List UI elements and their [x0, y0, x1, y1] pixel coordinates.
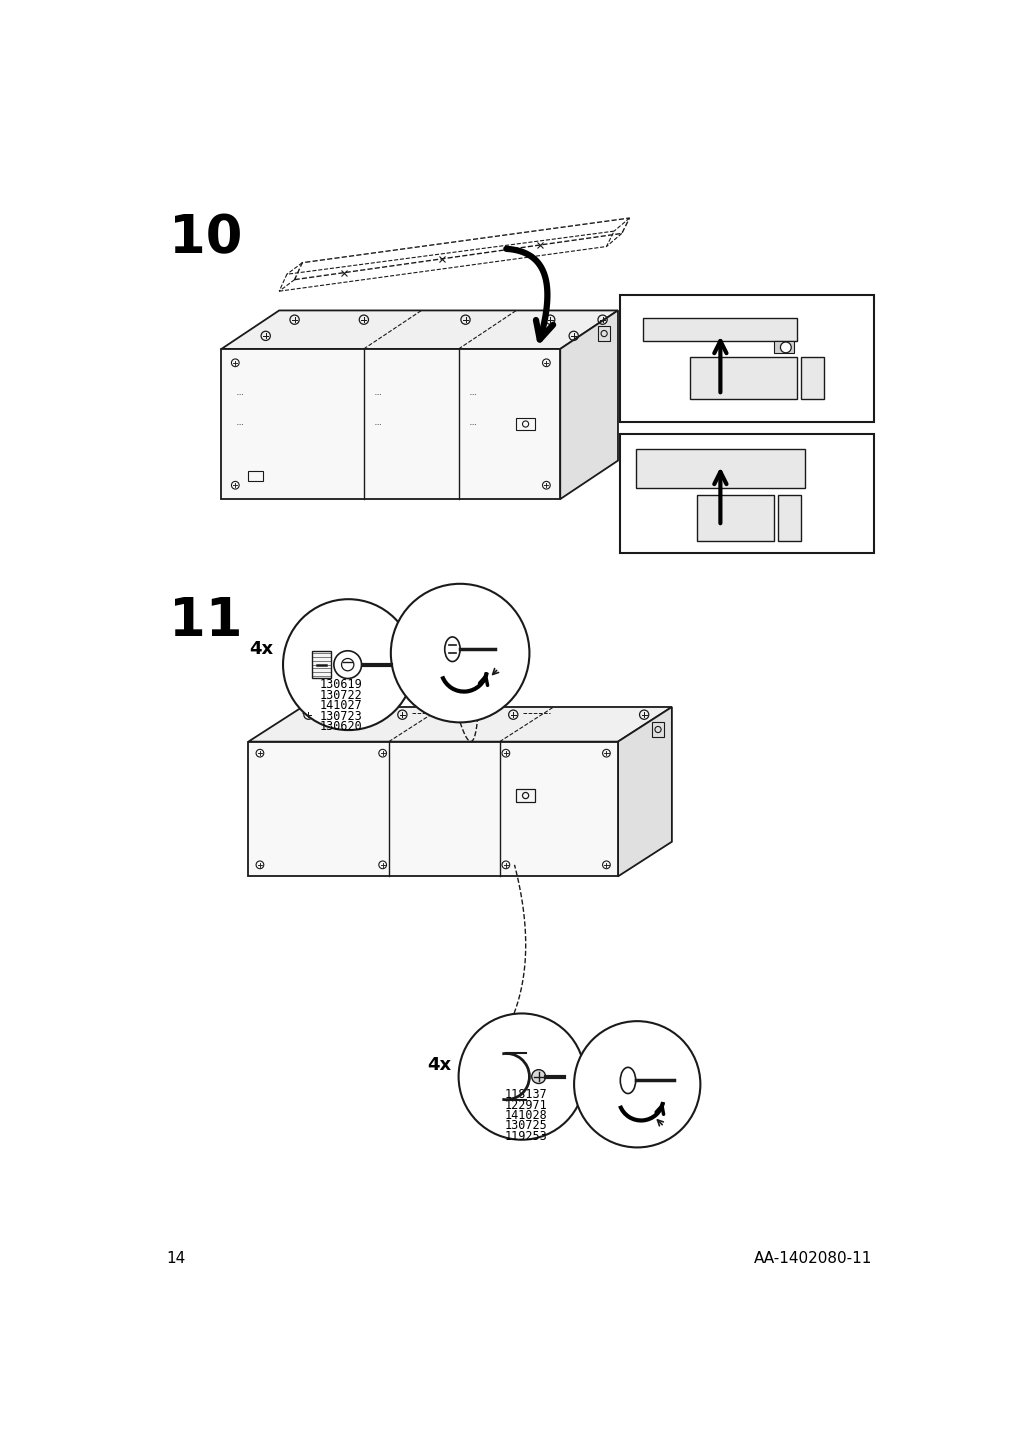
Polygon shape	[777, 495, 801, 541]
Text: 119253: 119253	[503, 1130, 546, 1143]
Polygon shape	[697, 495, 773, 541]
Text: 4x: 4x	[250, 640, 274, 659]
Circle shape	[283, 599, 413, 730]
Text: 122971: 122971	[503, 1098, 546, 1111]
Circle shape	[334, 650, 361, 679]
Text: 4x: 4x	[427, 1055, 451, 1074]
Text: AA-1402080-11: AA-1402080-11	[753, 1252, 871, 1266]
Text: 11: 11	[169, 596, 243, 647]
Text: 130725: 130725	[503, 1120, 546, 1133]
Circle shape	[573, 1021, 700, 1147]
Polygon shape	[248, 707, 671, 742]
Text: 130723: 130723	[319, 710, 362, 723]
Polygon shape	[248, 742, 618, 876]
Polygon shape	[312, 650, 331, 679]
Text: 118137: 118137	[503, 1088, 546, 1101]
Polygon shape	[635, 450, 805, 487]
Text: 141028: 141028	[503, 1108, 546, 1121]
Circle shape	[531, 1070, 545, 1084]
Text: 130722: 130722	[319, 689, 362, 702]
Text: 130619: 130619	[319, 679, 362, 692]
Text: 10: 10	[169, 212, 243, 263]
Ellipse shape	[444, 637, 460, 662]
Polygon shape	[560, 311, 618, 500]
Polygon shape	[801, 357, 824, 400]
Polygon shape	[688, 357, 797, 400]
Polygon shape	[620, 295, 874, 422]
Circle shape	[779, 342, 791, 352]
Text: 130620: 130620	[319, 720, 362, 733]
Circle shape	[458, 1014, 584, 1140]
Polygon shape	[221, 349, 560, 500]
Text: 14: 14	[166, 1252, 185, 1266]
Polygon shape	[620, 434, 874, 553]
Text: 141027: 141027	[319, 699, 362, 712]
Polygon shape	[773, 341, 793, 352]
Circle shape	[390, 584, 529, 722]
Polygon shape	[618, 707, 671, 876]
Polygon shape	[643, 318, 797, 341]
Polygon shape	[221, 311, 618, 349]
Ellipse shape	[620, 1067, 635, 1094]
